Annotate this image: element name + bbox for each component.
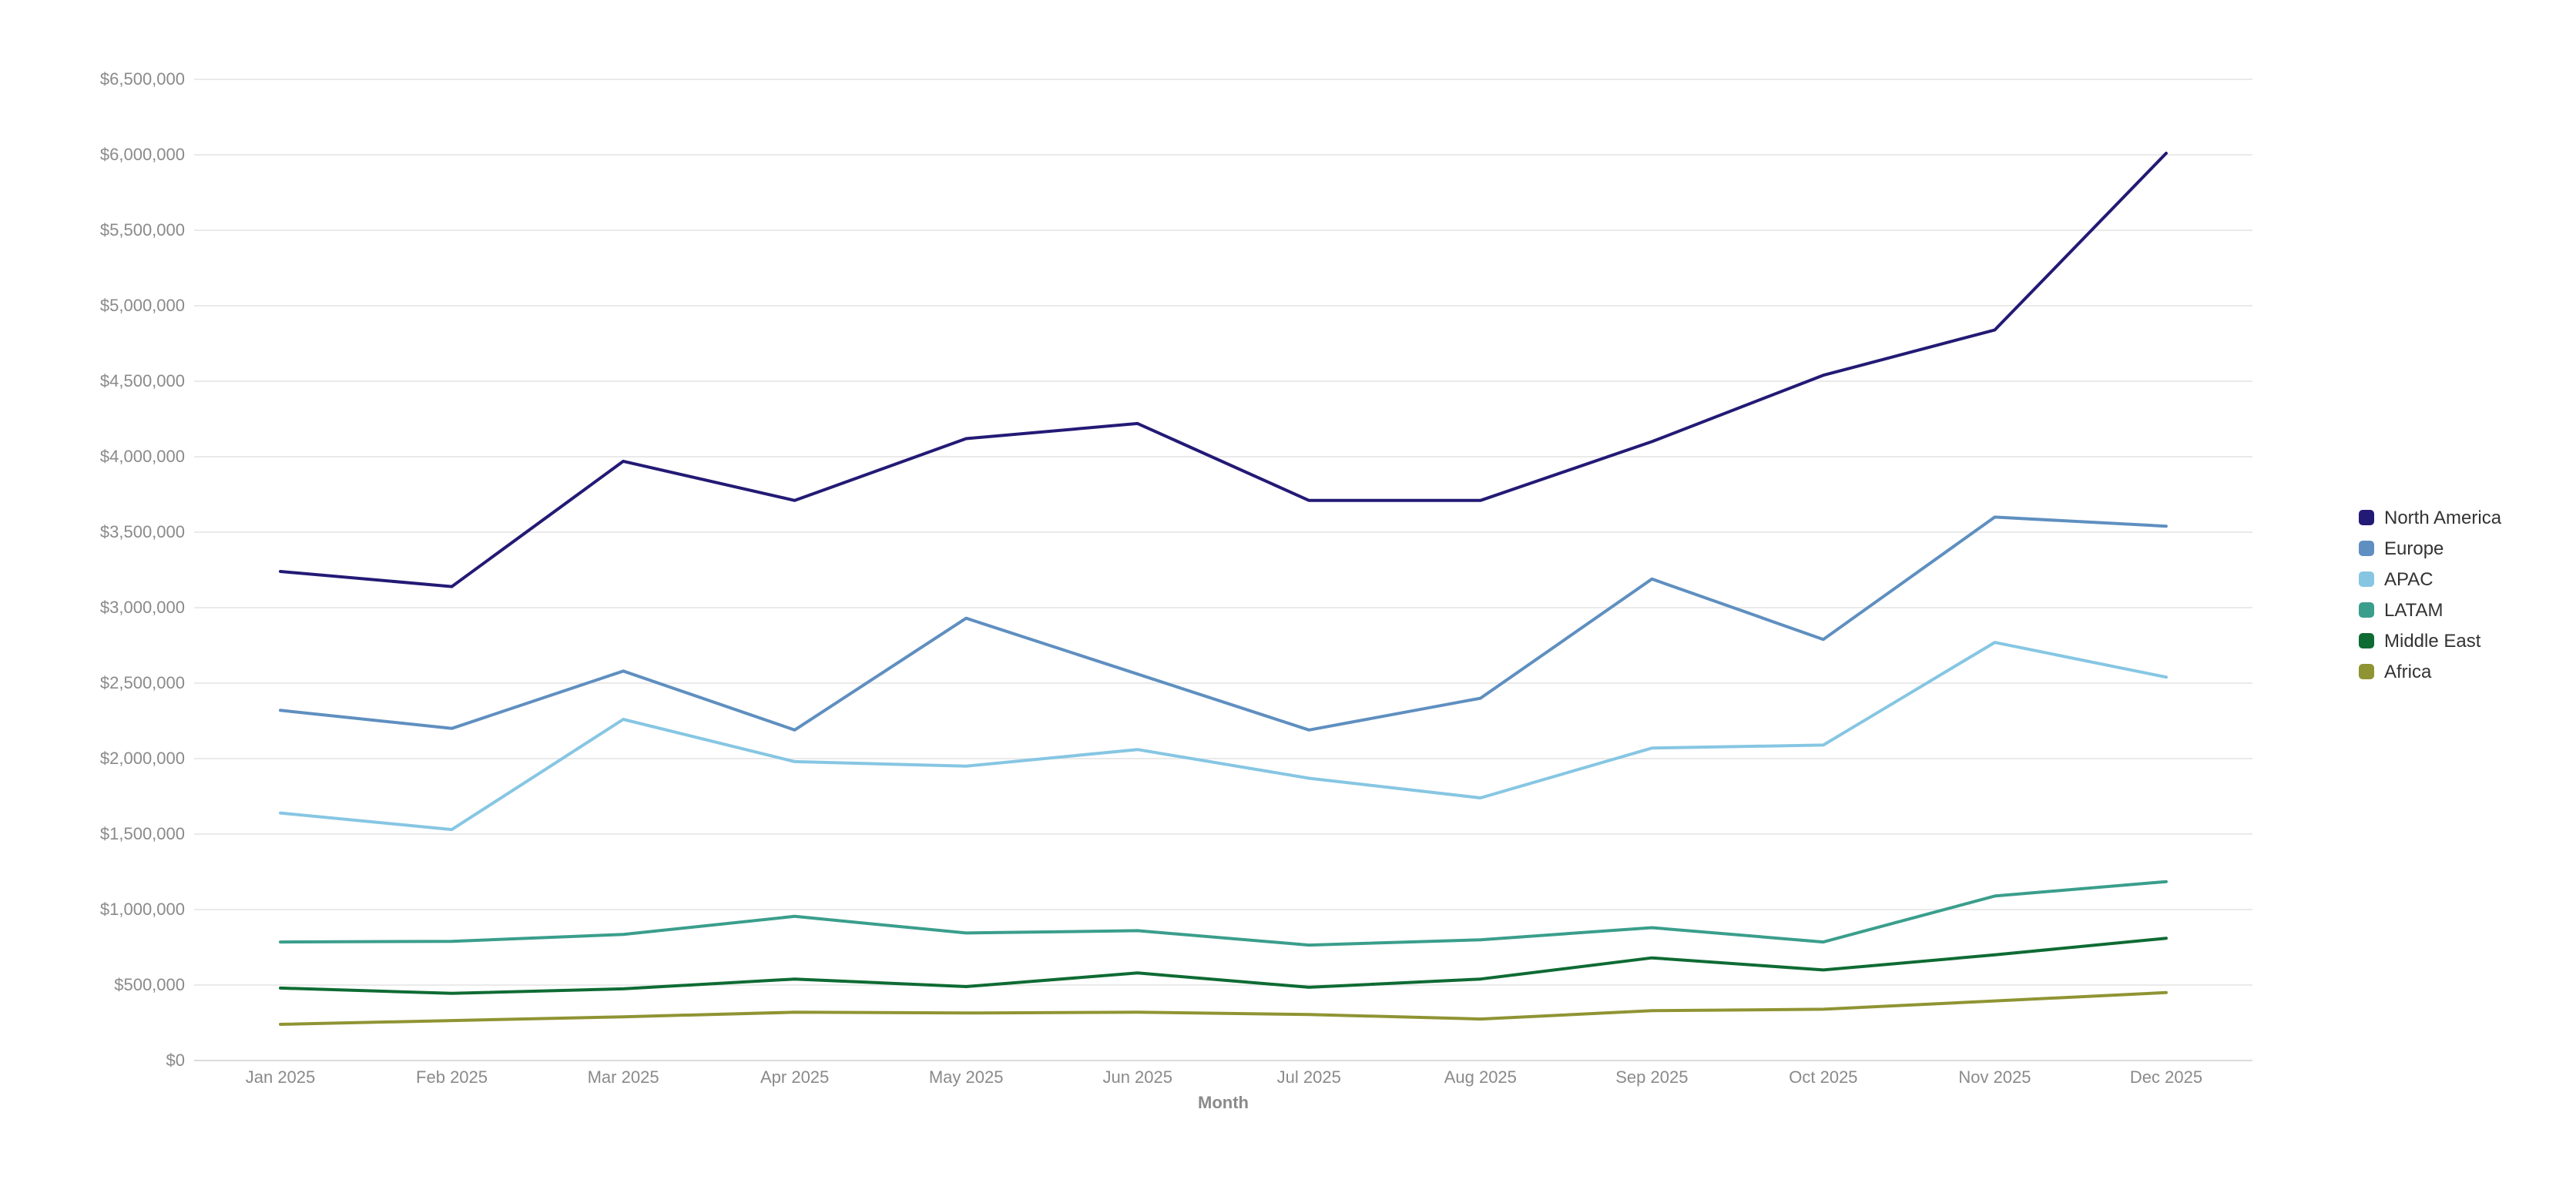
- x-tick-label: Jan 2025: [246, 1067, 316, 1087]
- legend-item[interactable]: APAC: [2359, 569, 2433, 590]
- x-tick-label: Sep 2025: [1615, 1067, 1688, 1087]
- y-tick-label: $2,000,000: [100, 749, 185, 768]
- legend-label: Europe: [2384, 538, 2444, 559]
- series-line-apac: [279, 641, 2168, 832]
- y-tick-label: $4,000,000: [100, 447, 185, 466]
- legend-item[interactable]: Europe: [2359, 538, 2444, 559]
- y-tick-label: $2,500,000: [100, 673, 185, 692]
- y-tick-label: $3,000,000: [100, 598, 185, 617]
- series-line-europe: [279, 515, 2168, 732]
- legend-swatch: [2359, 602, 2374, 618]
- y-tick-label: $1,000,000: [100, 900, 185, 919]
- x-tick-label: May 2025: [929, 1067, 1004, 1087]
- legend-swatch: [2359, 664, 2374, 679]
- x-tick-label: Dec 2025: [2130, 1067, 2202, 1087]
- x-tick-label: Oct 2025: [1789, 1067, 1857, 1087]
- y-tick-label: $5,500,000: [100, 220, 185, 240]
- legend-label: APAC: [2384, 569, 2433, 590]
- x-tick-label: Feb 2025: [416, 1067, 488, 1087]
- y-tick-label: $6,500,000: [100, 69, 185, 89]
- y-axis: $0 $500,000 $1,000,000 $1,500,000 $2,000,000…: [100, 69, 185, 1070]
- y-tick-label: $4,500,000: [100, 371, 185, 390]
- legend-item[interactable]: Middle East: [2359, 631, 2481, 652]
- series-line-latam: [279, 880, 2168, 947]
- legend-swatch: [2359, 541, 2374, 556]
- x-tick-label: Apr 2025: [760, 1067, 829, 1087]
- series-line-middle-east: [279, 937, 2168, 995]
- y-tick-label: $500,000: [114, 975, 185, 994]
- y-tick-label: $3,500,000: [100, 522, 185, 541]
- y-tick-label: $6,000,000: [100, 145, 185, 164]
- x-tick-label: Mar 2025: [588, 1067, 659, 1087]
- y-tick-label: $1,500,000: [100, 824, 185, 843]
- x-tick-label: Jul 2025: [1277, 1067, 1341, 1087]
- y-tick-label: $5,000,000: [100, 296, 185, 315]
- x-axis: Jan 2025 Feb 2025 Mar 2025 Apr 2025 May 2025…: [246, 1067, 2202, 1087]
- y-tick-label: $0: [166, 1051, 185, 1070]
- legend-label: Africa: [2384, 662, 2432, 682]
- legend-swatch: [2359, 571, 2374, 587]
- legend-swatch: [2359, 633, 2374, 648]
- x-tick-label: Nov 2025: [1958, 1067, 2031, 1087]
- legend-label: Middle East: [2384, 631, 2481, 652]
- legend-item[interactable]: North America: [2359, 508, 2502, 528]
- x-tick-label: Aug 2025: [1444, 1067, 1517, 1087]
- series-line-north-america: [279, 152, 2168, 588]
- series-line-africa: [279, 990, 2168, 1026]
- series-lines: [279, 152, 2168, 1026]
- x-axis-title: Month: [1198, 1093, 1249, 1112]
- legend-item[interactable]: Africa: [2359, 662, 2432, 682]
- legend-label: North America: [2384, 508, 2502, 528]
- gridlines: [194, 79, 2252, 1061]
- x-tick-label: Jun 2025: [1102, 1067, 1172, 1087]
- legend: North America Europe APAC LATAM Middle East A…: [2359, 508, 2502, 682]
- legend-label: LATAM: [2384, 600, 2443, 621]
- legend-swatch: [2359, 510, 2374, 525]
- legend-item[interactable]: LATAM: [2359, 600, 2443, 621]
